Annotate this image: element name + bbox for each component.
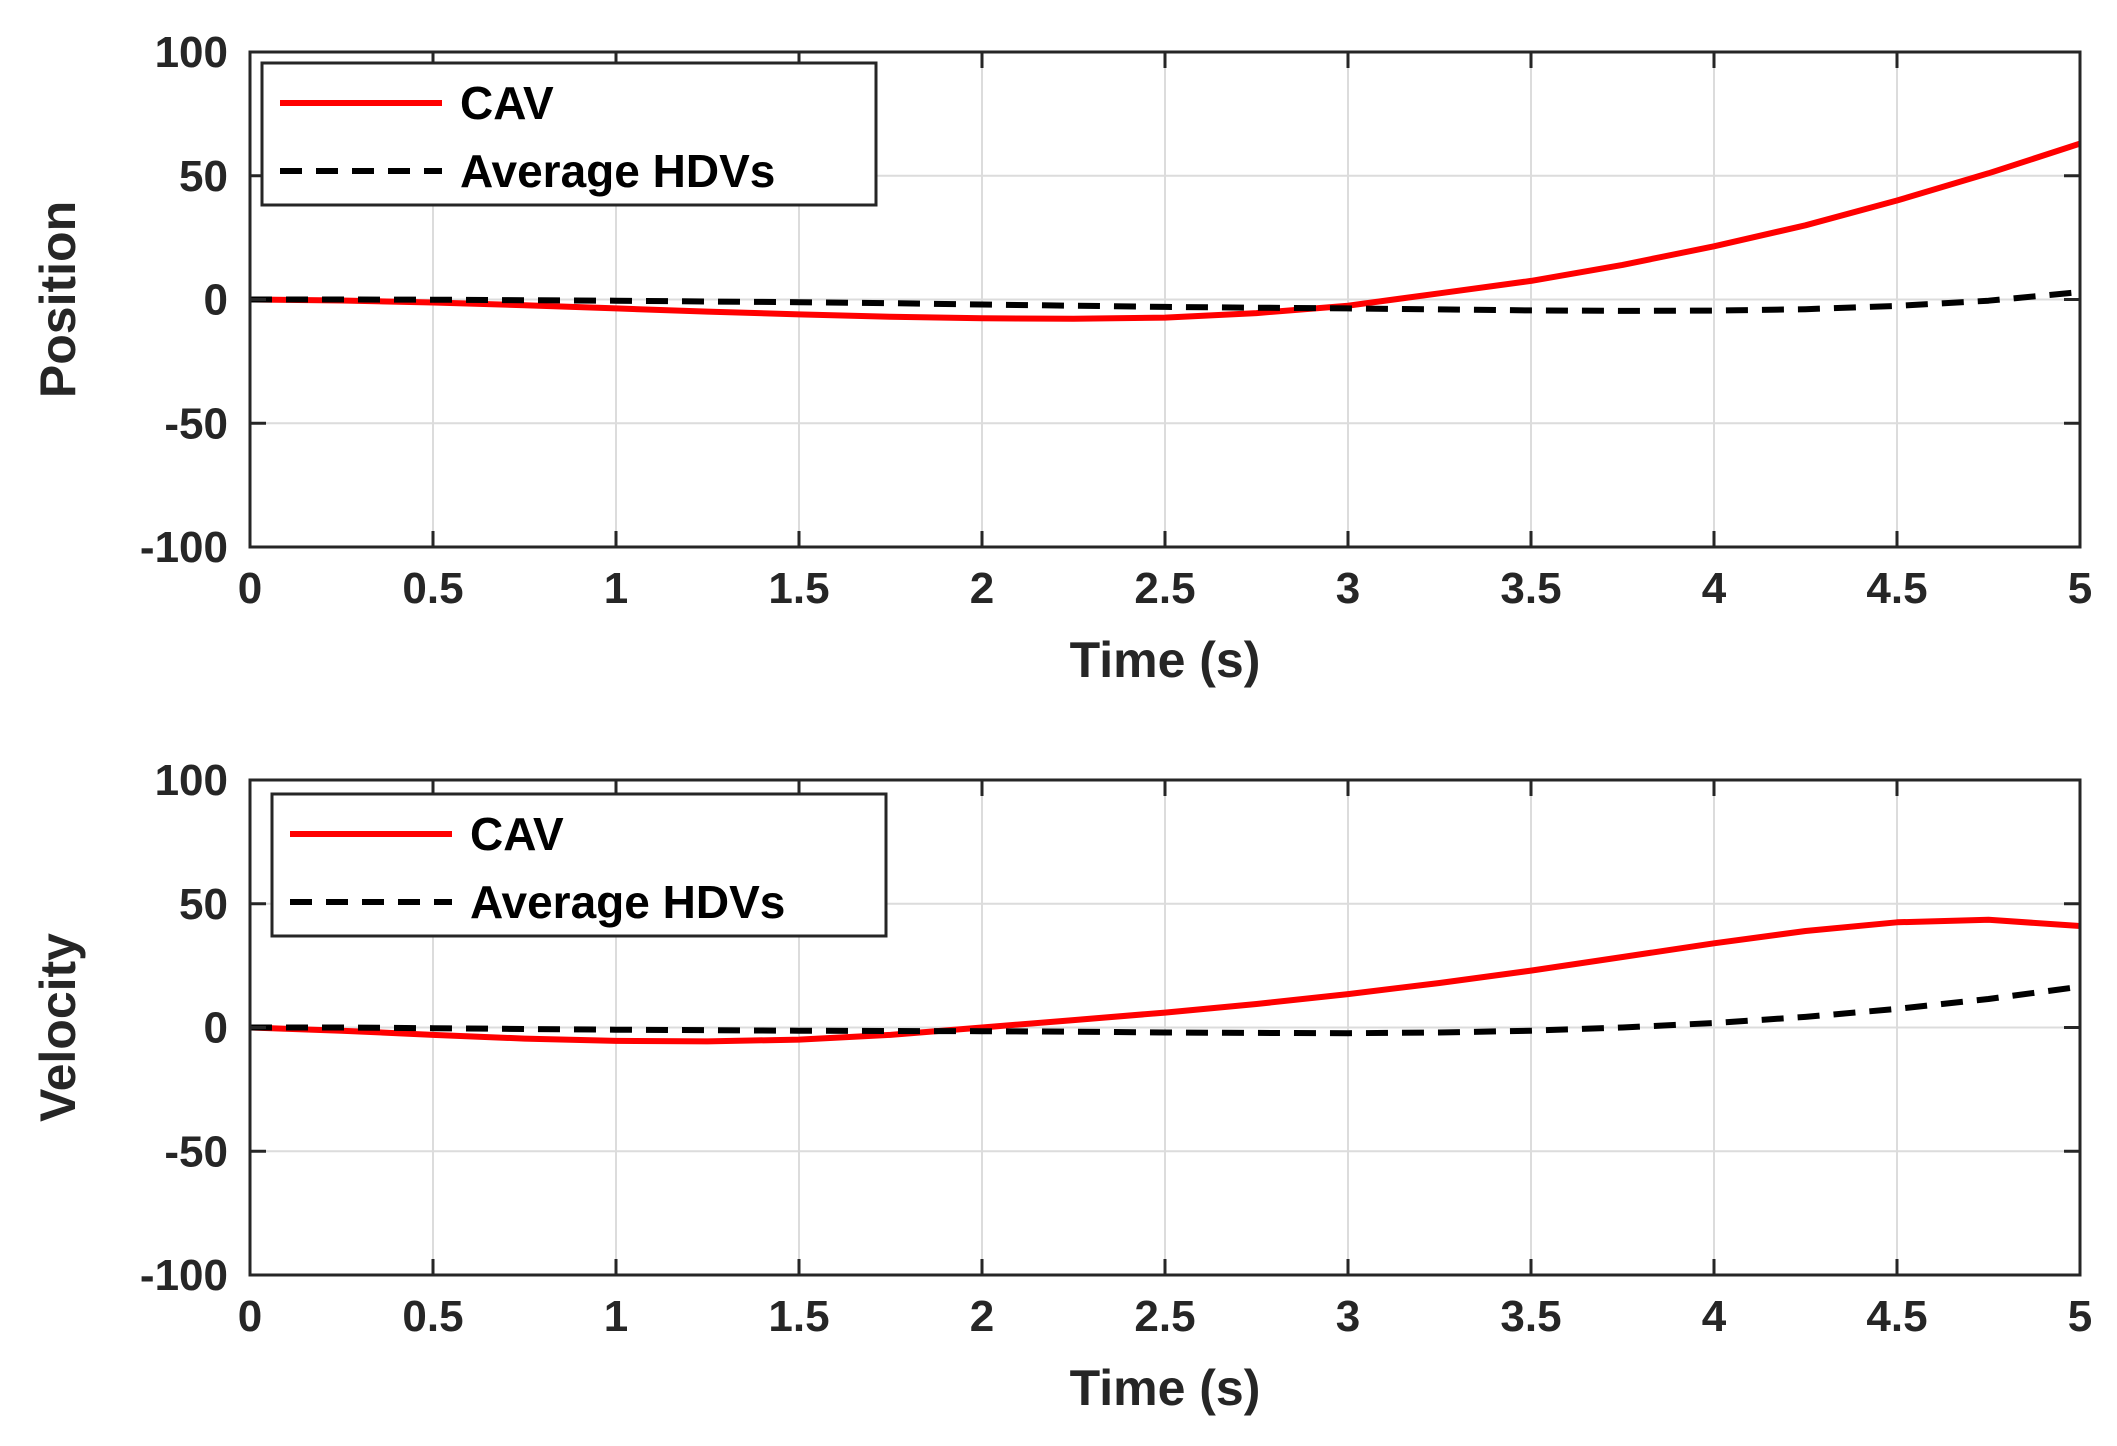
x-tick-label: 3 xyxy=(1336,564,1360,613)
x-tick-label: 1.5 xyxy=(768,1292,829,1341)
y-tick-label: 0 xyxy=(204,276,228,325)
y-tick-label: 50 xyxy=(179,880,228,929)
x-tick-label: 0.5 xyxy=(402,564,463,613)
x-tick-label: 2 xyxy=(970,1292,994,1341)
x-tick-label: 0 xyxy=(238,1292,262,1341)
legend-box xyxy=(260,61,878,207)
x-tick-label: 1 xyxy=(604,1292,628,1341)
y-tick-label: 50 xyxy=(179,152,228,201)
x-tick-label: 4.5 xyxy=(1866,564,1927,613)
legend-label: CAV xyxy=(470,808,564,860)
x-tick-label: 2.5 xyxy=(1134,564,1195,613)
x-tick-label: 1.5 xyxy=(768,564,829,613)
y-tick-label: 0 xyxy=(204,1004,228,1053)
y-tick-label: 100 xyxy=(155,756,228,805)
x-tick-label: 4.5 xyxy=(1866,1292,1927,1341)
series-line-average-hdvs xyxy=(250,289,2080,314)
y-tick-label: 100 xyxy=(155,28,228,77)
y-tick-label: -50 xyxy=(164,399,228,448)
position-subplot: 0 0.5 1 1.5 2 2.5 3 3.5 4 4.5 5 100 50 0 -50 -100 Time (… xyxy=(30,28,2092,688)
x-tick-label: 4 xyxy=(1702,564,1727,613)
x-tick-label: 3.5 xyxy=(1500,1292,1561,1341)
y-axis-label: Velocity xyxy=(30,933,86,1122)
y-tick-label: -50 xyxy=(164,1127,228,1176)
x-tick-label: 0 xyxy=(238,564,262,613)
y-tick-label: -100 xyxy=(140,1251,228,1300)
series-line-cav xyxy=(250,140,2080,322)
velocity-subplot: 0 0.5 1 1.5 2 2.5 3 3.5 4 4.5 5 100 50 0 -50 -100 Time (… xyxy=(30,756,2092,1416)
x-tick-label: 1 xyxy=(604,564,628,613)
x-tick-label: 3 xyxy=(1336,1292,1360,1341)
x-tick-label: 5 xyxy=(2068,1292,2092,1341)
series-line-average-hdvs xyxy=(250,983,2080,1037)
legend-box xyxy=(270,792,888,938)
x-axis-label: Time (s) xyxy=(1070,1360,1261,1416)
x-tick-label: 2.5 xyxy=(1134,1292,1195,1341)
x-tick-label: 5 xyxy=(2068,564,2092,613)
legend-label: Average HDVs xyxy=(460,145,775,197)
legend-label: Average HDVs xyxy=(470,876,785,928)
x-tick-label: 4 xyxy=(1702,1292,1727,1341)
x-axis-label: Time (s) xyxy=(1070,632,1261,688)
x-tick-label: 3.5 xyxy=(1500,564,1561,613)
x-tick-label: 2 xyxy=(970,564,994,613)
series-line-cav xyxy=(250,916,2080,1045)
legend-label: CAV xyxy=(460,77,554,129)
x-tick-label: 0.5 xyxy=(402,1292,463,1341)
y-axis-label: Position xyxy=(30,201,86,398)
y-tick-label: -100 xyxy=(140,523,228,572)
